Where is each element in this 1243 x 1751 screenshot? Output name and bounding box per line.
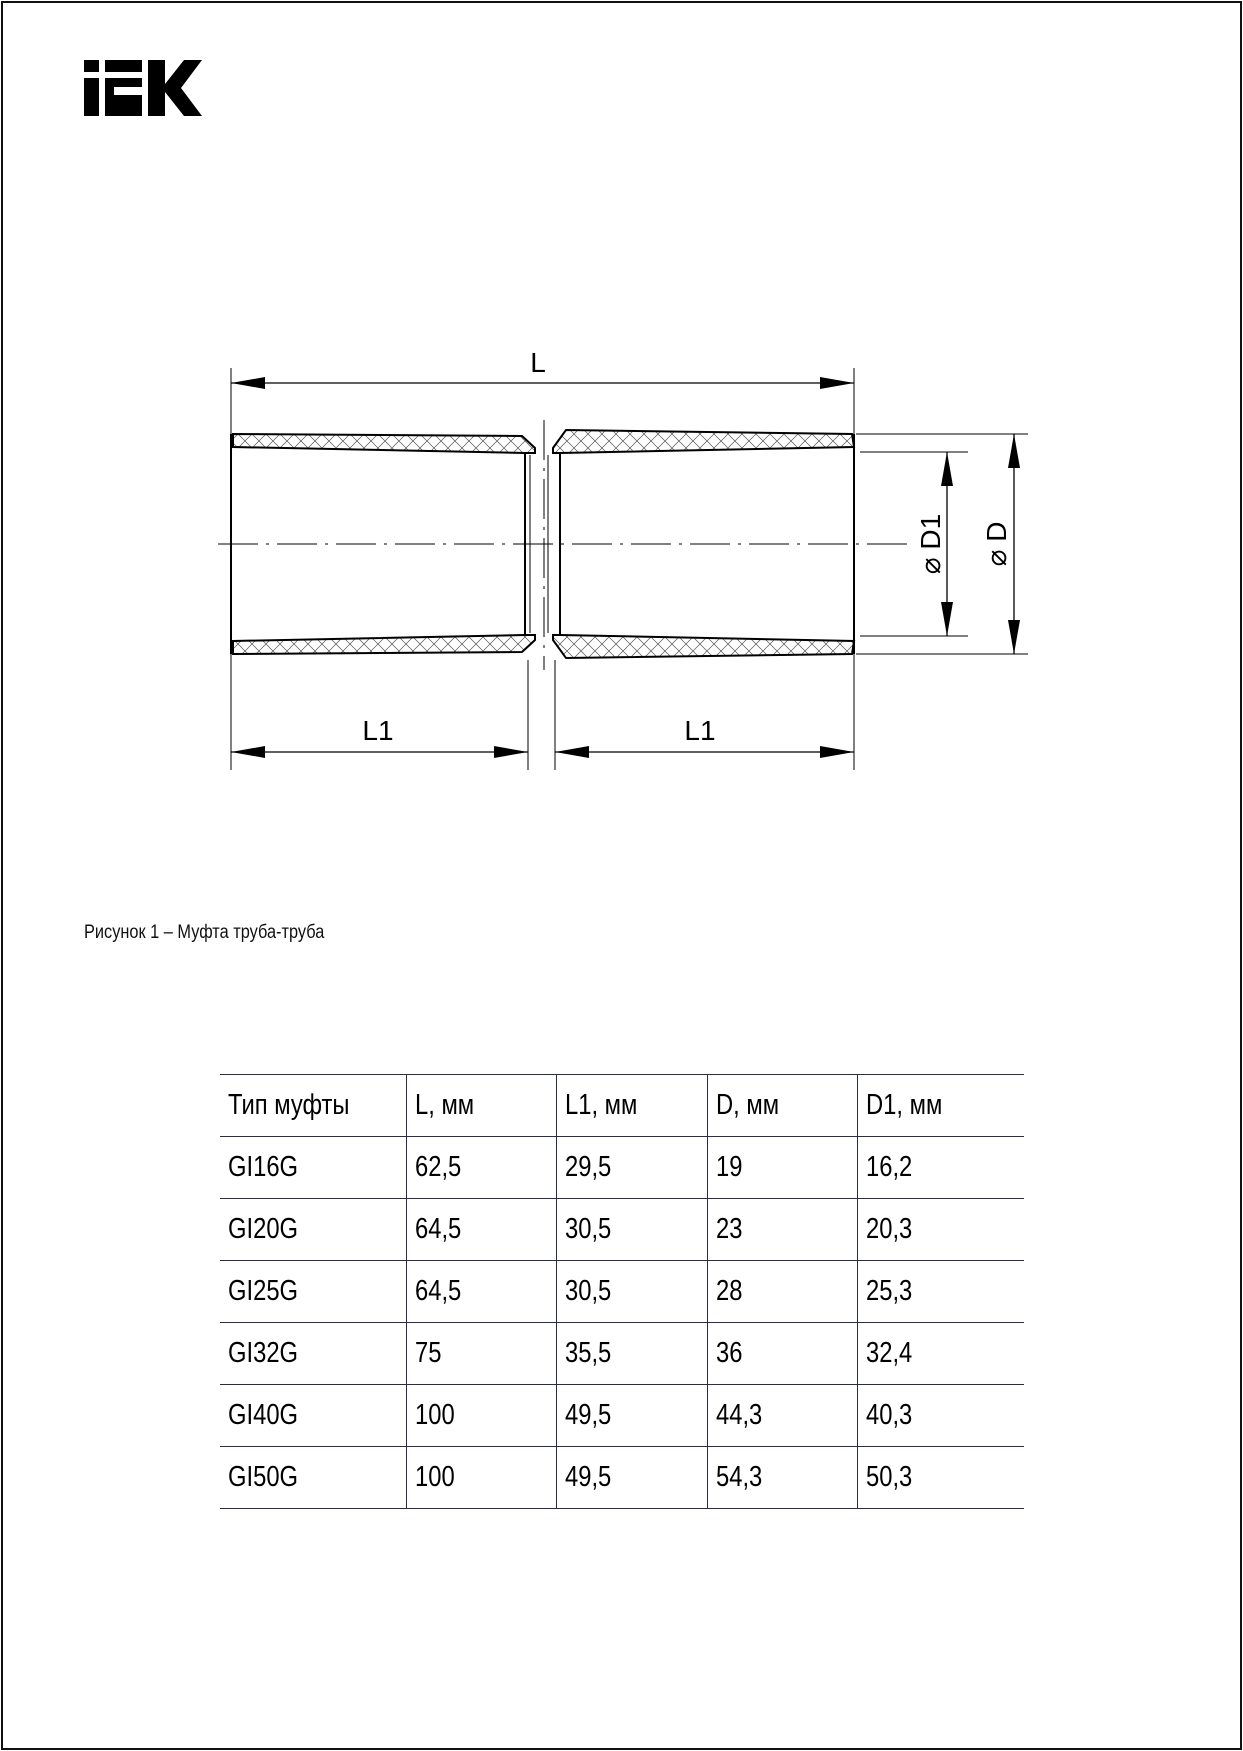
cell-L: 64,5 bbox=[415, 1213, 462, 1245]
wall-bottom-right bbox=[552, 634, 856, 660]
cell-L: 62,5 bbox=[415, 1151, 462, 1183]
cell-D: 28 bbox=[716, 1275, 743, 1307]
cell-L: 64,5 bbox=[415, 1275, 462, 1307]
cell-L1: 29,5 bbox=[565, 1151, 612, 1183]
cell-D1: 32,4 bbox=[866, 1337, 913, 1369]
label-L: L bbox=[530, 347, 546, 378]
wall-bottom-left bbox=[232, 634, 536, 656]
iek-logo bbox=[84, 60, 202, 116]
cell-L1: 30,5 bbox=[565, 1213, 612, 1245]
cell-type: GI16G bbox=[228, 1151, 299, 1183]
header-L1: L1, мм bbox=[565, 1089, 638, 1121]
cell-L: 100 bbox=[415, 1399, 455, 1431]
cell-L1: 49,5 bbox=[565, 1461, 612, 1493]
cell-D1: 16,2 bbox=[866, 1151, 913, 1183]
header-L: L, мм bbox=[415, 1089, 475, 1121]
cell-D: 54,3 bbox=[716, 1461, 763, 1493]
cell-type: GI25G bbox=[228, 1275, 299, 1307]
header-type: Тип муфты bbox=[228, 1089, 350, 1121]
label-L1-left: L1 bbox=[362, 715, 393, 746]
table-row: GI40G 100 49,5 44,3 40,3 bbox=[220, 1384, 1024, 1447]
cell-L1: 30,5 bbox=[565, 1275, 612, 1307]
label-D1: ⌀ D1 bbox=[915, 514, 946, 574]
cell-D1: 20,3 bbox=[866, 1213, 913, 1245]
dimensions-table: Тип муфты L, мм L1, мм D, мм D1, мм GI16… bbox=[220, 1074, 1024, 1509]
wall-top-right bbox=[552, 428, 856, 454]
cell-type: GI20G bbox=[228, 1213, 299, 1245]
cell-type: GI40G bbox=[228, 1399, 299, 1431]
cell-L1: 49,5 bbox=[565, 1399, 612, 1431]
label-D: ⌀ D bbox=[981, 522, 1012, 567]
figure-caption: Рисунок 1 – Муфта труба-труба bbox=[84, 922, 325, 943]
table-row: GI32G 75 35,5 36 32,4 bbox=[220, 1322, 1024, 1385]
table-row: GI20G 64,5 30,5 23 20,3 bbox=[220, 1198, 1024, 1261]
table-row: GI25G 64,5 30,5 28 25,3 bbox=[220, 1260, 1024, 1323]
header-D1: D1, мм bbox=[866, 1089, 943, 1121]
cell-L: 100 bbox=[415, 1461, 455, 1493]
cell-type: GI50G bbox=[228, 1461, 299, 1493]
wall-top-left bbox=[232, 432, 536, 454]
cell-D1: 50,3 bbox=[866, 1461, 913, 1493]
table-header-row: Тип муфты L, мм L1, мм D, мм D1, мм bbox=[220, 1074, 1024, 1137]
cell-D: 36 bbox=[716, 1337, 743, 1369]
header-D: D, мм bbox=[716, 1089, 780, 1121]
table-row: GI50G 100 49,5 54,3 50,3 bbox=[220, 1446, 1024, 1509]
coupling-drawing: L L1 L1 ⌀ D1 ⌀ D bbox=[218, 347, 1028, 770]
cell-type: GI32G bbox=[228, 1337, 299, 1369]
cell-D: 19 bbox=[716, 1151, 743, 1183]
label-L1-right: L1 bbox=[684, 715, 715, 746]
cell-L: 75 bbox=[415, 1337, 442, 1369]
cell-D: 44,3 bbox=[716, 1399, 763, 1431]
cell-D1: 40,3 bbox=[866, 1399, 913, 1431]
table-row: GI16G 62,5 29,5 19 16,2 bbox=[220, 1136, 1024, 1199]
cell-D: 23 bbox=[716, 1213, 743, 1245]
cell-L1: 35,5 bbox=[565, 1337, 612, 1369]
cell-D1: 25,3 bbox=[866, 1275, 913, 1307]
